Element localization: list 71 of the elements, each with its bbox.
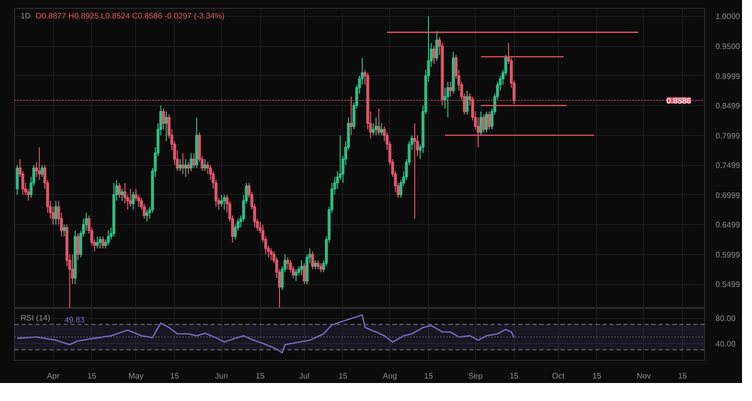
y-tick-label: 0.5999: [716, 250, 741, 260]
candlestick: [164, 110, 168, 142]
candlestick: [186, 162, 190, 174]
candlestick: [62, 224, 66, 237]
x-tick-label: Jul: [299, 372, 310, 380]
text: RSI (14): [20, 314, 51, 322]
candlestick: [479, 110, 482, 136]
candlestick: [466, 90, 469, 115]
x-tick-label: 15: [510, 372, 520, 380]
x-tick-label: 15: [256, 372, 266, 380]
candlestick: [101, 236, 104, 249]
y-tick-label: 0.9500: [716, 42, 741, 51]
candlestick: [294, 268, 298, 282]
y-tick-label: 0.6499: [716, 220, 741, 230]
y-tick-label: 0.8999: [716, 72, 741, 81]
candlestick: [413, 122, 416, 220]
candlestick: [449, 81, 452, 98]
candlestick: [484, 110, 488, 133]
y-tick-label: 0.7999: [716, 131, 741, 140]
y-tick-label: 40.00: [716, 339, 736, 348]
ref-line-label: 0.8586: [666, 96, 692, 106]
candlestick: [190, 152, 193, 172]
y-tick-label: 0.5499: [716, 280, 741, 290]
x-tick-label: 15: [87, 372, 97, 380]
candlestick: [374, 116, 378, 136]
candlestick: [120, 188, 124, 202]
candlestick: [270, 248, 273, 261]
line-series: [16, 314, 515, 354]
candlestick: [482, 114, 486, 133]
x-tick-label: Sep: [468, 372, 484, 380]
y-tick-label: 0.8499: [716, 102, 741, 111]
x-tick-label: Jun: [215, 372, 228, 380]
x-tick-label: 15: [170, 372, 180, 380]
candlestick: [311, 250, 314, 270]
candlestick: [98, 236, 102, 249]
candlestick: [118, 182, 121, 198]
chart-title: 1D: [20, 12, 31, 20]
y-tick-label: 0.6999: [716, 190, 741, 200]
candlestick: [300, 260, 304, 276]
candlestick: [203, 158, 206, 172]
x-tick-label: Nov: [636, 372, 651, 380]
x-tick-label: May: [128, 372, 144, 380]
x-tick-label: 15: [424, 372, 434, 380]
y-tick-label: 0.7499: [716, 161, 741, 170]
candlestick: [162, 108, 166, 130]
y-tick-label: 1.0000: [716, 12, 741, 22]
candlestick: [38, 146, 41, 180]
x-tick-label: 15: [592, 372, 602, 380]
candlestick: [40, 164, 44, 178]
x-tick-label: 15: [338, 372, 348, 380]
annotation: 49.83: [64, 316, 86, 324]
candlestick: [132, 191, 135, 210]
candlestick: [380, 122, 384, 136]
candlestick: [184, 158, 188, 178]
candlestick: [446, 81, 450, 118]
candlestick: [146, 209, 148, 222]
candlestick: [350, 96, 353, 136]
candlestick: [181, 152, 184, 174]
x-tick-label: Aug: [382, 372, 397, 380]
candlestick: [96, 236, 99, 249]
x-tick-label: 15: [678, 372, 688, 380]
y-tick-label: 80.00: [716, 314, 736, 324]
x-tick-label: Oct: [552, 372, 566, 380]
chart-subtitle: O0.8877 H0.8925 L0.8524 C0.8586 -0.0297 (-3.34%): [36, 12, 225, 20]
candlestick: [377, 108, 380, 136]
candlestick: [432, 46, 436, 64]
candlestick: [76, 233, 80, 261]
candlestick: [106, 230, 110, 246]
candlestick: [220, 194, 223, 208]
x-tick-label: Apr: [46, 372, 60, 380]
candlestick: [178, 158, 182, 172]
